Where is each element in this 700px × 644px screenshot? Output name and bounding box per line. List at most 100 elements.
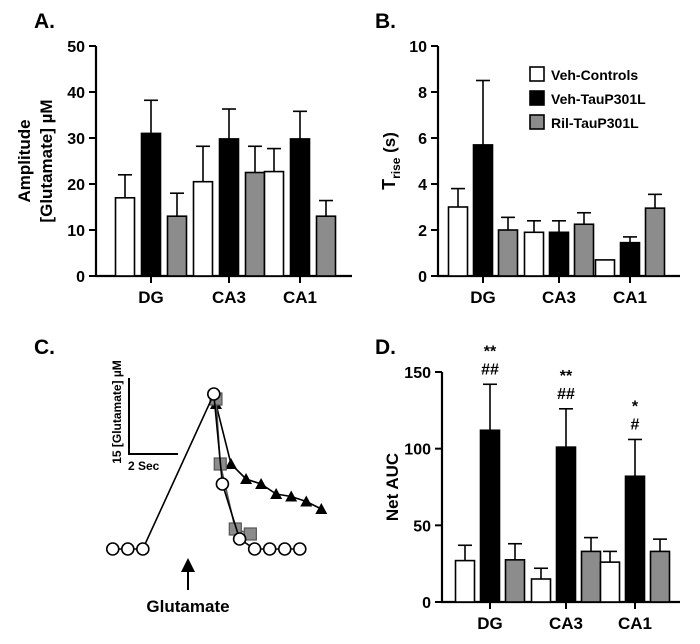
y-tick-label: 50 — [413, 518, 431, 535]
x-tick-label: DG — [138, 288, 164, 307]
x-tick-label: CA1 — [283, 288, 317, 307]
x-tick-label: DG — [470, 288, 496, 307]
bar-veh-taup301l-ca1 — [624, 475, 646, 603]
panel-label: D. — [375, 336, 396, 359]
legend-label-veh-controls: Veh-Controls — [551, 67, 638, 83]
significance-marker-dg: ## — [481, 361, 499, 378]
bar-veh-controls-ca1 — [599, 561, 621, 603]
data-point-veh-taup301l — [225, 458, 237, 469]
y-axis-title: Trise (s) — [379, 132, 403, 190]
bar-veh-controls-dg — [454, 559, 476, 603]
y-tick-label: 0 — [422, 595, 431, 612]
trace-line-veh-controls — [112, 390, 300, 550]
y-tick-label: 40 — [67, 85, 85, 102]
bar-ril-taup301l-ca3 — [580, 550, 602, 603]
x-tick-label: CA3 — [212, 288, 246, 307]
bar-ril-taup301l-dg — [166, 215, 188, 277]
stimulus-arrow-head — [181, 558, 195, 572]
bar-veh-controls-ca3 — [530, 578, 552, 603]
bar-veh-controls-ca3 — [523, 231, 545, 277]
data-point-veh-taup301l — [315, 503, 328, 514]
bar-veh-controls-dg — [447, 206, 469, 277]
legend-swatch-ril-taup301l — [529, 114, 545, 130]
trace-line-veh-taup301l — [215, 403, 322, 510]
data-point-veh-controls — [105, 542, 120, 556]
data-point-veh-taup301l — [285, 490, 298, 502]
bar-veh-controls-dg — [114, 197, 136, 277]
panel-c: C. 15 [Glutamate] µM 2 Sec Glutamate — [34, 336, 328, 616]
y-tick-label: 4 — [418, 177, 427, 194]
scale-bar-y-label: 15 [Glutamate] µM — [110, 360, 124, 464]
y-tick-label: 8 — [418, 85, 427, 102]
data-point-veh-controls — [207, 387, 221, 401]
y-tick-label: 50 — [67, 39, 85, 56]
data-point-ril-taup301l — [243, 527, 257, 541]
x-tick-label: CA1 — [618, 614, 652, 633]
legend-swatch-veh-taup301l — [529, 90, 545, 106]
data-point-veh-taup301l — [255, 478, 268, 489]
y-tick-label: 20 — [67, 177, 85, 194]
y-tick-label: 0 — [418, 269, 427, 286]
significance-marker-ca3: ** — [560, 368, 573, 385]
bar-veh-taup301l-ca3 — [218, 138, 240, 277]
y-tick-label: 0 — [76, 269, 85, 286]
y-tick-label: 2 — [418, 223, 427, 240]
bar-veh-controls-ca1 — [594, 259, 616, 277]
bar-veh-taup301l-dg — [140, 132, 162, 277]
data-point-veh-taup301l — [240, 473, 253, 484]
significance-marker-ca1: * — [632, 398, 639, 415]
panel-b: B. 0 2 4 6 8 10 DG CA3 CA1 Trise (s) Veh-Controls Ve… — [375, 10, 680, 307]
y-tick-label: 10 — [409, 39, 427, 56]
y-tick-label: 150 — [404, 365, 431, 382]
x-tick-label: CA1 — [613, 288, 647, 307]
panel-label: B. — [375, 10, 396, 33]
data-point-veh-controls — [247, 542, 262, 556]
data-point-veh-controls — [121, 542, 135, 556]
y-axis-title-line2: [Glutamate] µM — [37, 99, 56, 222]
y-tick-label: 6 — [418, 131, 427, 148]
stimulus-label: Glutamate — [146, 597, 229, 616]
y-axis-title-line1: Amplitude — [15, 119, 34, 202]
panel-a: A. 0 10 20 30 40 50 DG CA3 CA1 Amplitude [Glutamate… — [15, 10, 352, 307]
data-point-veh-controls — [277, 542, 292, 556]
significance-marker-ca3: ## — [557, 386, 575, 403]
scale-bar-x-label: 2 Sec — [128, 459, 160, 473]
data-point-veh-controls — [136, 542, 150, 556]
data-point-veh-taup301l — [270, 488, 283, 499]
bar-veh-taup301l-ca1 — [619, 241, 641, 277]
y-tick-label: 100 — [404, 442, 431, 459]
bar-ril-taup301l-ca1 — [644, 207, 666, 277]
data-point-veh-controls — [262, 542, 277, 556]
significance-marker-dg: ** — [484, 343, 497, 360]
x-tick-label: CA3 — [549, 614, 583, 633]
bar-ril-taup301l-ca3 — [573, 223, 595, 277]
bar-veh-taup301l-dg — [479, 429, 501, 603]
panel-label: A. — [34, 10, 55, 33]
bar-veh-taup301l-ca3 — [555, 446, 577, 603]
legend-label-veh-taup301l: Veh-TauP301L — [551, 91, 646, 107]
data-point-veh-controls — [215, 477, 230, 491]
significance-marker-ca1: # — [631, 416, 640, 433]
bar-veh-taup301l-dg — [472, 144, 494, 277]
bar-veh-controls-ca3 — [192, 180, 214, 277]
bar-ril-taup301l-ca1 — [649, 550, 671, 603]
bar-ril-taup301l-dg — [497, 229, 519, 277]
bar-veh-taup301l-ca3 — [548, 231, 570, 277]
panel-label: C. — [34, 336, 55, 359]
data-point-veh-taup301l — [300, 495, 313, 507]
bar-ril-taup301l-dg — [504, 559, 526, 603]
bar-ril-taup301l-ca1 — [315, 215, 337, 277]
y-tick-label: 10 — [67, 223, 85, 240]
y-tick-label: 30 — [67, 131, 85, 148]
y-axis-title: Net AUC — [383, 453, 402, 521]
x-tick-label: CA3 — [542, 288, 576, 307]
bar-veh-controls-ca1 — [263, 170, 285, 277]
bar-ril-taup301l-ca3 — [244, 171, 266, 277]
bar-veh-taup301l-ca1 — [289, 138, 311, 277]
data-point-veh-controls — [292, 542, 307, 556]
legend-swatch-veh-controls — [529, 66, 545, 82]
data-point-veh-controls — [232, 532, 247, 546]
x-tick-label: DG — [477, 614, 503, 633]
